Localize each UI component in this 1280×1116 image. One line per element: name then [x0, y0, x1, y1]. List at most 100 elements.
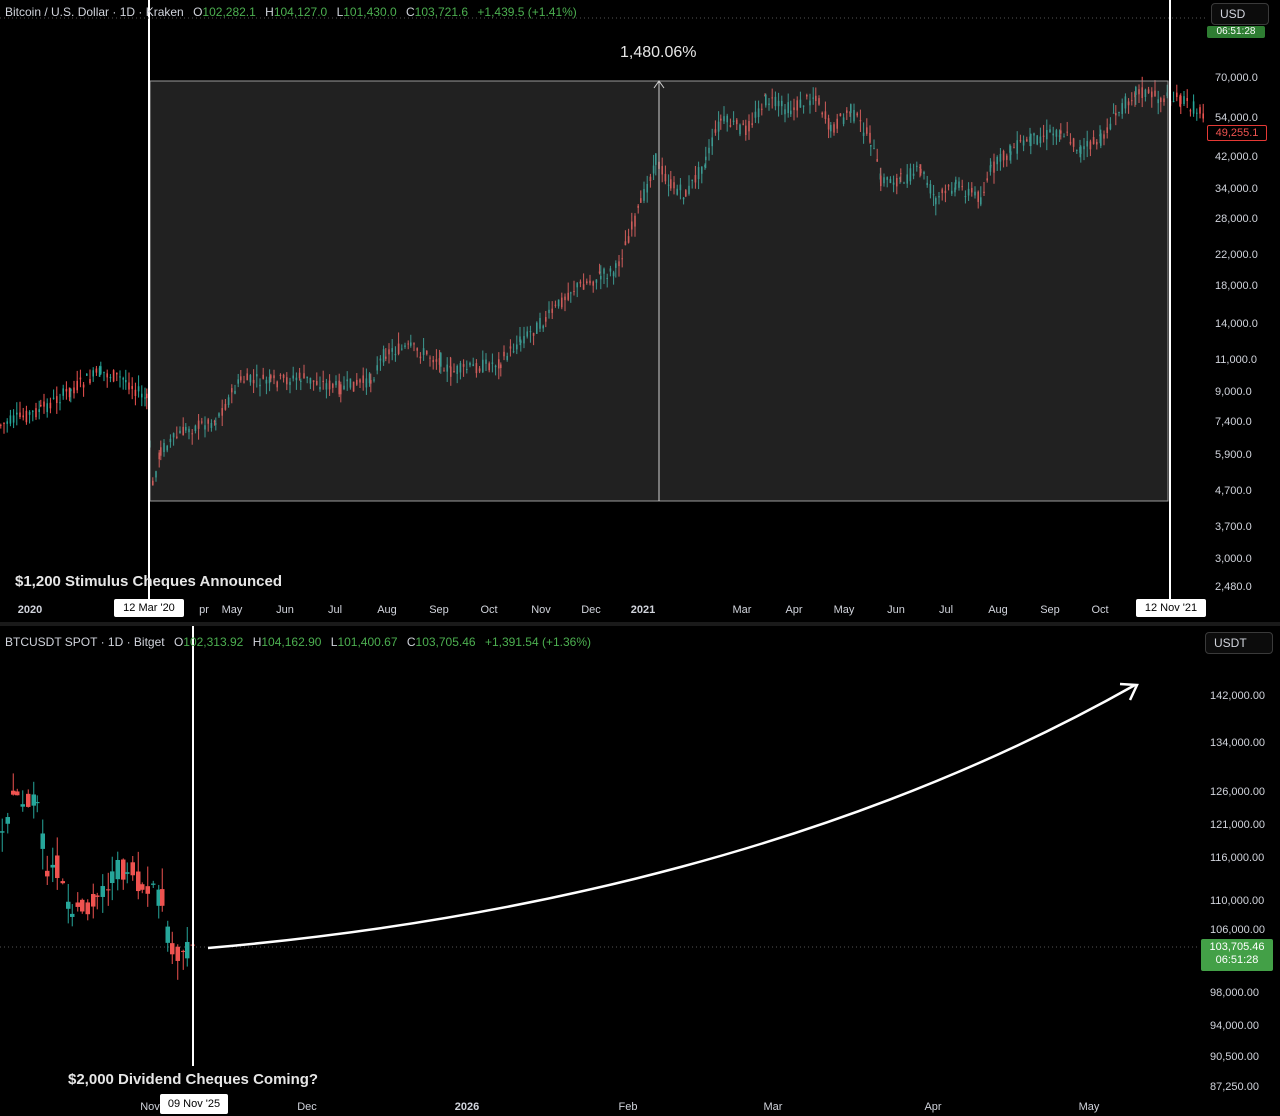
top-candle[interactable]	[413, 343, 415, 345]
top-candle[interactable]	[595, 279, 598, 283]
top-candle[interactable]	[46, 403, 48, 413]
top-candle[interactable]	[880, 175, 882, 187]
top-candle[interactable]	[1039, 136, 1042, 144]
top-candle[interactable]	[298, 372, 301, 379]
top-candle[interactable]	[73, 387, 75, 394]
top-candle[interactable]	[43, 401, 45, 407]
top-candle[interactable]	[422, 348, 425, 355]
top-candle[interactable]	[1131, 100, 1133, 102]
bottom-candle[interactable]	[181, 950, 186, 952]
bottom-candle[interactable]	[45, 870, 50, 877]
top-candle[interactable]	[256, 374, 258, 377]
top-candle[interactable]	[155, 471, 157, 478]
top-candle[interactable]	[761, 108, 763, 110]
top-candle[interactable]	[1030, 133, 1032, 146]
bottom-candle[interactable]	[26, 793, 31, 807]
top-candle[interactable]	[68, 387, 71, 398]
top-candle[interactable]	[673, 182, 675, 189]
top-candle[interactable]	[35, 408, 37, 418]
top-candle[interactable]	[252, 379, 255, 384]
bottom-candle[interactable]	[60, 881, 66, 884]
top-candle[interactable]	[131, 386, 133, 389]
top-candle[interactable]	[909, 168, 912, 182]
top-candle[interactable]	[338, 380, 340, 395]
top-candle[interactable]	[1002, 151, 1005, 161]
bottom-candle[interactable]	[91, 894, 96, 907]
top-candle[interactable]	[777, 100, 780, 107]
top-candle[interactable]	[536, 322, 538, 334]
top-candle[interactable]	[1112, 112, 1115, 114]
top-candle[interactable]	[435, 359, 438, 362]
top-candle[interactable]	[768, 103, 770, 106]
top-candle[interactable]	[59, 402, 61, 404]
top-candle[interactable]	[787, 102, 789, 114]
top-candle[interactable]	[128, 382, 130, 390]
top-chart-canvas[interactable]: 70,000.0 54,000.0 42,000.0 34,000.0 28,000.0…	[0, 0, 1280, 622]
top-candle[interactable]	[576, 283, 578, 288]
top-candle[interactable]	[1106, 127, 1108, 134]
top-candle[interactable]	[906, 174, 908, 184]
top-candle[interactable]	[980, 197, 982, 205]
top-candle[interactable]	[1189, 110, 1192, 112]
top-candle[interactable]	[215, 423, 217, 425]
top-candle[interactable]	[720, 118, 722, 121]
top-candle[interactable]	[456, 365, 458, 374]
top-candle[interactable]	[328, 380, 331, 390]
top-candle[interactable]	[28, 411, 31, 415]
top-candle[interactable]	[726, 115, 728, 123]
top-candle[interactable]	[876, 159, 878, 162]
top-candle[interactable]	[679, 184, 682, 191]
top-candle[interactable]	[667, 184, 670, 186]
top-candle[interactable]	[3, 423, 5, 425]
top-candle[interactable]	[109, 377, 112, 379]
top-candle[interactable]	[179, 430, 181, 434]
top-candle[interactable]	[221, 408, 223, 416]
top-candle[interactable]	[688, 185, 690, 194]
top-candle[interactable]	[873, 148, 875, 150]
top-candle[interactable]	[6, 421, 8, 424]
top-candle[interactable]	[397, 343, 400, 354]
top-candle[interactable]	[112, 370, 115, 382]
top-candle[interactable]	[618, 261, 620, 267]
bottom-chart-canvas[interactable]: 142,000.00 134,000.00 126,000.00 121,000.00…	[0, 626, 1280, 1116]
bottom-candle[interactable]	[185, 941, 190, 959]
top-candle[interactable]	[382, 349, 385, 363]
top-candle[interactable]	[1183, 96, 1185, 105]
top-candle[interactable]	[1055, 130, 1058, 137]
top-candle[interactable]	[259, 384, 261, 387]
top-candle[interactable]	[426, 350, 428, 355]
top-candle[interactable]	[539, 317, 541, 329]
top-candle[interactable]	[1118, 111, 1120, 113]
top-candle[interactable]	[368, 373, 371, 384]
top-candle[interactable]	[1009, 145, 1011, 153]
top-candle[interactable]	[1060, 130, 1062, 134]
top-candle[interactable]	[370, 380, 372, 384]
top-candle[interactable]	[25, 410, 28, 423]
top-candle[interactable]	[475, 363, 478, 374]
top-candle[interactable]	[869, 132, 871, 143]
top-candle[interactable]	[818, 98, 820, 105]
top-candle[interactable]	[1033, 133, 1035, 136]
top-candle[interactable]	[701, 166, 703, 174]
bottom-candle[interactable]	[130, 862, 136, 876]
top-candle[interactable]	[993, 161, 995, 173]
top-candle[interactable]	[1083, 146, 1085, 150]
top-candle[interactable]	[790, 110, 792, 115]
top-candle[interactable]	[312, 380, 315, 382]
bottom-candle[interactable]	[95, 895, 100, 897]
top-candle[interactable]	[462, 364, 465, 367]
top-candle[interactable]	[262, 374, 264, 379]
top-candle[interactable]	[815, 95, 817, 102]
top-candle[interactable]	[303, 373, 305, 379]
top-candle[interactable]	[249, 375, 252, 383]
top-candle[interactable]	[373, 379, 375, 381]
top-candle[interactable]	[640, 198, 642, 203]
top-candle[interactable]	[16, 412, 18, 415]
bottom-candle[interactable]	[31, 794, 37, 806]
top-candle[interactable]	[62, 388, 64, 396]
top-candle[interactable]	[472, 364, 474, 367]
top-candle[interactable]	[900, 173, 902, 175]
top-candle[interactable]	[551, 308, 553, 313]
top-candle[interactable]	[793, 107, 795, 111]
top-candle[interactable]	[637, 205, 639, 208]
